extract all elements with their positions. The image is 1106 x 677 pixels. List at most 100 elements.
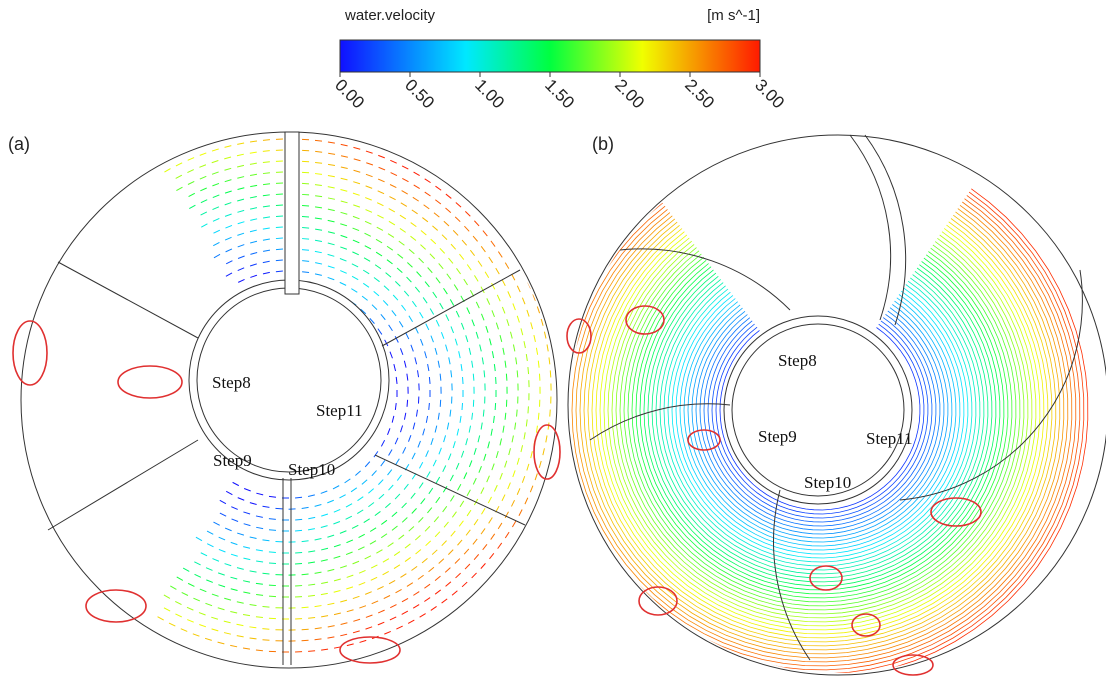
velocity-vector xyxy=(420,312,424,318)
velocity-vector xyxy=(182,592,188,595)
velocity-vector xyxy=(262,629,269,630)
velocity-vector xyxy=(409,526,414,531)
velocity-vector xyxy=(517,316,519,323)
velocity-vector xyxy=(359,534,365,537)
velocity-vector xyxy=(481,246,485,252)
velocity-vector xyxy=(340,259,347,262)
velocity-vector xyxy=(443,506,447,512)
velocity-vector xyxy=(225,225,232,228)
velocity-vector xyxy=(381,520,387,524)
velocity-vector xyxy=(521,445,523,452)
velocity-vector xyxy=(494,364,495,371)
velocity-vector xyxy=(549,357,550,364)
velocity-vector xyxy=(378,155,385,157)
velocity-vector xyxy=(447,423,448,430)
velocity-vector xyxy=(512,521,516,527)
velocity-vector xyxy=(193,598,199,601)
velocity-vector xyxy=(438,413,439,420)
velocity-vector xyxy=(541,319,543,326)
velocity-vector xyxy=(366,174,373,176)
velocity-vector xyxy=(376,252,382,256)
velocity-vector xyxy=(321,616,328,617)
velocity-vector xyxy=(263,129,270,130)
velocity-vector xyxy=(327,535,334,537)
velocity-vector xyxy=(481,488,484,494)
velocity-vector xyxy=(459,521,463,527)
velocity-vector xyxy=(207,531,213,534)
velocity-vector xyxy=(347,610,354,612)
velocity-vector xyxy=(207,544,213,547)
velocity-vector xyxy=(340,566,347,568)
velocity-vector xyxy=(378,191,384,194)
velocity-vector xyxy=(408,435,410,442)
velocity-vector xyxy=(377,203,383,206)
velocity-vector xyxy=(434,517,439,522)
velocity-vector xyxy=(341,133,348,134)
velocity-vector xyxy=(424,584,430,588)
velocity-vector xyxy=(321,560,328,562)
velocity-vector xyxy=(250,605,257,606)
velocity-vector xyxy=(321,649,328,650)
velocity-vector xyxy=(467,307,470,313)
velocity-vector xyxy=(425,179,431,183)
velocity-vector xyxy=(418,575,424,579)
velocity-vector xyxy=(189,193,195,196)
velocity-vector xyxy=(308,651,315,652)
velocity-vector xyxy=(231,589,238,591)
velocity-vector xyxy=(403,447,406,453)
velocity-vector xyxy=(212,161,219,163)
velocity-vector xyxy=(461,364,462,371)
velocity-vector xyxy=(533,294,536,301)
velocity-vector xyxy=(502,495,505,501)
velocity-vector xyxy=(450,495,454,501)
velocity-vector xyxy=(250,275,257,277)
velocity-vector xyxy=(407,400,408,407)
velocity-vector xyxy=(276,271,283,272)
velocity-vector xyxy=(341,144,348,145)
velocity-vector xyxy=(315,538,322,539)
velocity-vector xyxy=(402,598,408,601)
velocity-vector xyxy=(263,506,270,507)
colorbar-tick-label: 3.00 xyxy=(751,75,788,112)
velocity-vector xyxy=(341,167,348,169)
velocity-vector xyxy=(366,186,373,188)
velocity-vector xyxy=(505,532,509,538)
velocity-vector xyxy=(443,288,447,294)
velocity-vector xyxy=(250,197,257,198)
velocity-vector xyxy=(218,585,225,587)
velocity-vector xyxy=(238,245,245,247)
velocity-vector xyxy=(263,184,270,185)
velocity-vector xyxy=(388,234,394,238)
velocity-vector xyxy=(237,199,244,201)
velocity-vector xyxy=(315,129,322,130)
velocity-vector xyxy=(364,258,370,261)
velocity-vector xyxy=(442,599,448,603)
velocity-vector xyxy=(256,527,263,528)
velocity-vector xyxy=(237,154,244,156)
velocity-vector xyxy=(220,513,226,516)
velocity-vector xyxy=(302,574,309,575)
velocity-vector xyxy=(176,187,182,190)
velocity-vector xyxy=(489,517,493,523)
velocity-vector xyxy=(214,230,220,233)
velocity-vector xyxy=(256,561,263,562)
velocity-vector xyxy=(400,228,406,232)
velocity-vector xyxy=(472,320,475,327)
velocity-vector xyxy=(531,322,533,329)
velocity-vector xyxy=(426,450,429,456)
velocity-vector xyxy=(507,319,509,326)
velocity-vector xyxy=(381,534,387,538)
velocity-vector xyxy=(407,262,412,267)
velocity-vector xyxy=(368,489,373,494)
velocity-vector xyxy=(199,165,205,168)
velocity-vector xyxy=(389,580,395,583)
velocity-vector xyxy=(498,252,502,258)
velocity-vector xyxy=(237,568,244,570)
velocity-vector xyxy=(414,185,420,189)
velocity-vector xyxy=(395,438,398,444)
velocity-vector xyxy=(368,503,374,507)
velocity-vector xyxy=(536,348,537,355)
velocity-vector xyxy=(413,197,419,201)
velocity-vector xyxy=(295,519,302,520)
velocity-vector xyxy=(481,563,486,568)
